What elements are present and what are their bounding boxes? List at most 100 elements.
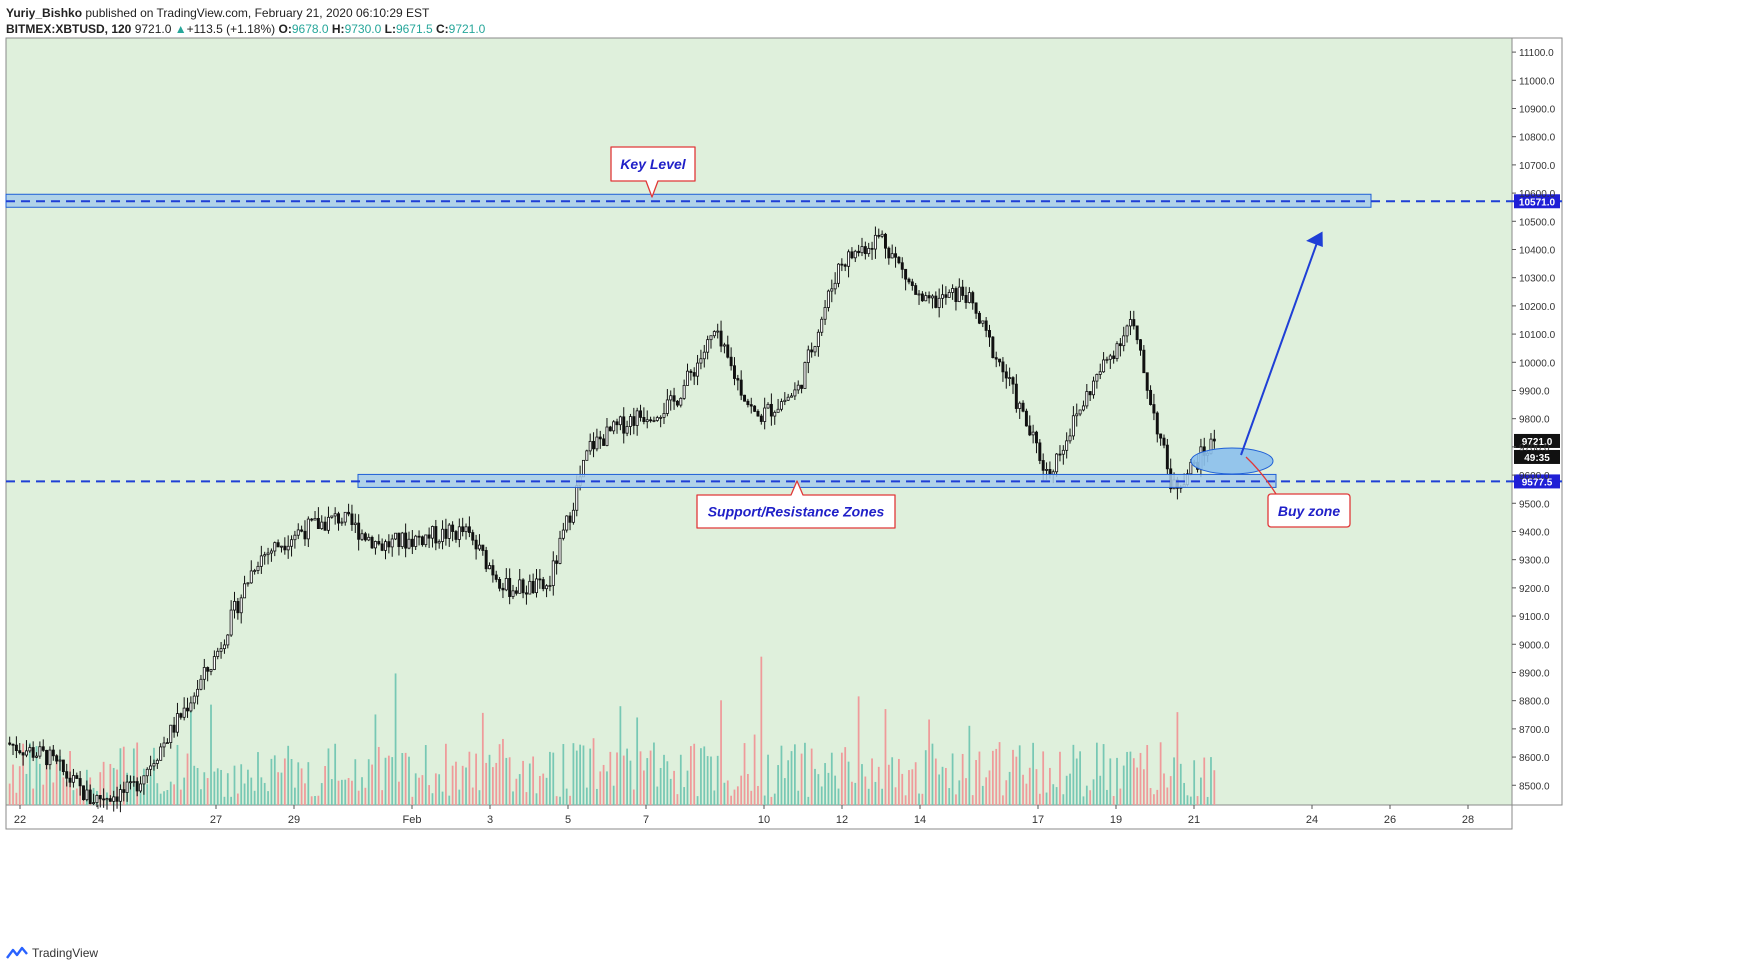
candle-body	[256, 565, 260, 571]
volume-bar	[260, 777, 263, 805]
candle-body	[1031, 431, 1035, 436]
candle-body	[984, 320, 988, 331]
volume-bar	[609, 751, 612, 805]
volume-bar	[15, 792, 18, 805]
time-axis[interactable]	[5, 804, 1513, 830]
candle-body	[152, 763, 156, 767]
volume-bar	[247, 769, 249, 805]
volume-bar	[562, 744, 565, 805]
candle-body	[125, 781, 129, 793]
candle-body	[924, 295, 928, 302]
candle-body	[1045, 469, 1049, 471]
plot-area[interactable]	[5, 37, 1513, 806]
volume-bar	[1015, 756, 1018, 805]
candle-body	[1041, 460, 1045, 471]
volume-bar	[827, 772, 830, 805]
volume-bar	[528, 763, 531, 805]
volume-bar	[300, 768, 303, 805]
price-axis[interactable]	[1511, 37, 1563, 806]
candle-body	[954, 288, 958, 302]
candle-body	[420, 536, 424, 546]
candle-body	[387, 541, 391, 548]
volume-bar	[391, 757, 394, 805]
volume-bar	[646, 758, 649, 805]
candle-body	[659, 416, 663, 419]
x-axis-ticks: 22 24 27 29 Feb 3 5 7 10 12 14 17 19 21 24 26 28	[14, 805, 1474, 826]
candle-body	[541, 579, 545, 590]
candle-body	[521, 579, 525, 594]
volume-bar	[743, 743, 746, 805]
symbol-label[interactable]: BITMEX:XBTUSD, 120	[6, 22, 132, 36]
volume-bar	[394, 673, 397, 805]
candle-body	[773, 411, 777, 417]
candle-body	[632, 416, 636, 426]
volume-bar	[361, 777, 363, 805]
candle-body	[622, 416, 626, 434]
volume-bar	[710, 756, 712, 805]
volume-bar	[186, 753, 189, 805]
volume-bar	[1186, 795, 1189, 805]
volume-bar	[102, 761, 105, 805]
volume-bar	[656, 786, 659, 805]
volume-bar	[901, 773, 904, 805]
candle-body	[95, 795, 99, 803]
volume-bar	[59, 755, 61, 805]
volume-bar	[49, 769, 51, 805]
candle-body	[769, 403, 773, 417]
candle-body	[988, 330, 991, 338]
volume-bar	[52, 782, 55, 805]
candle-body	[481, 544, 485, 551]
author-name[interactable]: Yuriy_Bishko	[6, 6, 83, 20]
x-tick-label: 3	[487, 814, 493, 826]
candle-body	[998, 358, 1002, 363]
candle-body	[149, 765, 153, 770]
candle-body	[783, 399, 787, 403]
volume-bar	[196, 767, 199, 805]
volume-bar	[1116, 757, 1118, 805]
candle-body	[169, 724, 173, 743]
candle-body	[806, 349, 810, 363]
candle-body	[58, 759, 62, 762]
volume-bar	[166, 790, 169, 805]
x-tick-label: 29	[288, 814, 300, 826]
volume-bar	[582, 745, 585, 805]
candle-body	[568, 515, 572, 523]
volume-bar	[438, 774, 441, 805]
open-label: O:	[278, 22, 292, 36]
support-callout-box	[696, 480, 896, 529]
volume-bar	[32, 788, 35, 805]
target-arrow-line[interactable]	[1240, 239, 1319, 456]
volume-bar	[508, 757, 511, 805]
candle-body	[1092, 380, 1096, 396]
volume-bar	[726, 780, 729, 805]
buy-zone-text: Buy zone	[1278, 503, 1340, 519]
volume-bar	[716, 755, 719, 805]
candle-body	[816, 331, 820, 347]
buy-zone-ellipse[interactable]	[1190, 447, 1274, 475]
support-price-tag-bg	[1514, 474, 1560, 489]
volume-bar	[119, 748, 122, 805]
volume-bar	[216, 768, 219, 805]
candle-body	[347, 511, 351, 515]
buy-zone-callout[interactable]: Buy zone	[1267, 493, 1351, 528]
key-level-callout[interactable]: Key Level	[610, 146, 696, 198]
candle-body	[21, 752, 25, 756]
volume-bar	[461, 765, 464, 805]
volume-bar	[1018, 745, 1021, 805]
volume-bar	[673, 770, 675, 805]
drawings: Key Level Support/Resistance Zones Buy zon…	[5, 146, 1562, 529]
y-tick-label: 8600.0	[1519, 753, 1550, 764]
candle-body	[417, 535, 421, 538]
volume-bar	[1203, 757, 1206, 805]
volume-bar	[891, 757, 894, 805]
volume-bar	[1196, 796, 1199, 805]
tradingview-footer[interactable]: TradingView	[6, 946, 98, 960]
x-tick-label: 26	[1384, 814, 1396, 826]
volume-bar	[683, 787, 686, 805]
volume-bar	[307, 762, 310, 805]
x-tick-label: 28	[1462, 814, 1474, 826]
support-callout[interactable]: Support/Resistance Zones	[696, 480, 896, 529]
volume-bar	[163, 791, 165, 805]
volume-bar	[804, 742, 806, 805]
